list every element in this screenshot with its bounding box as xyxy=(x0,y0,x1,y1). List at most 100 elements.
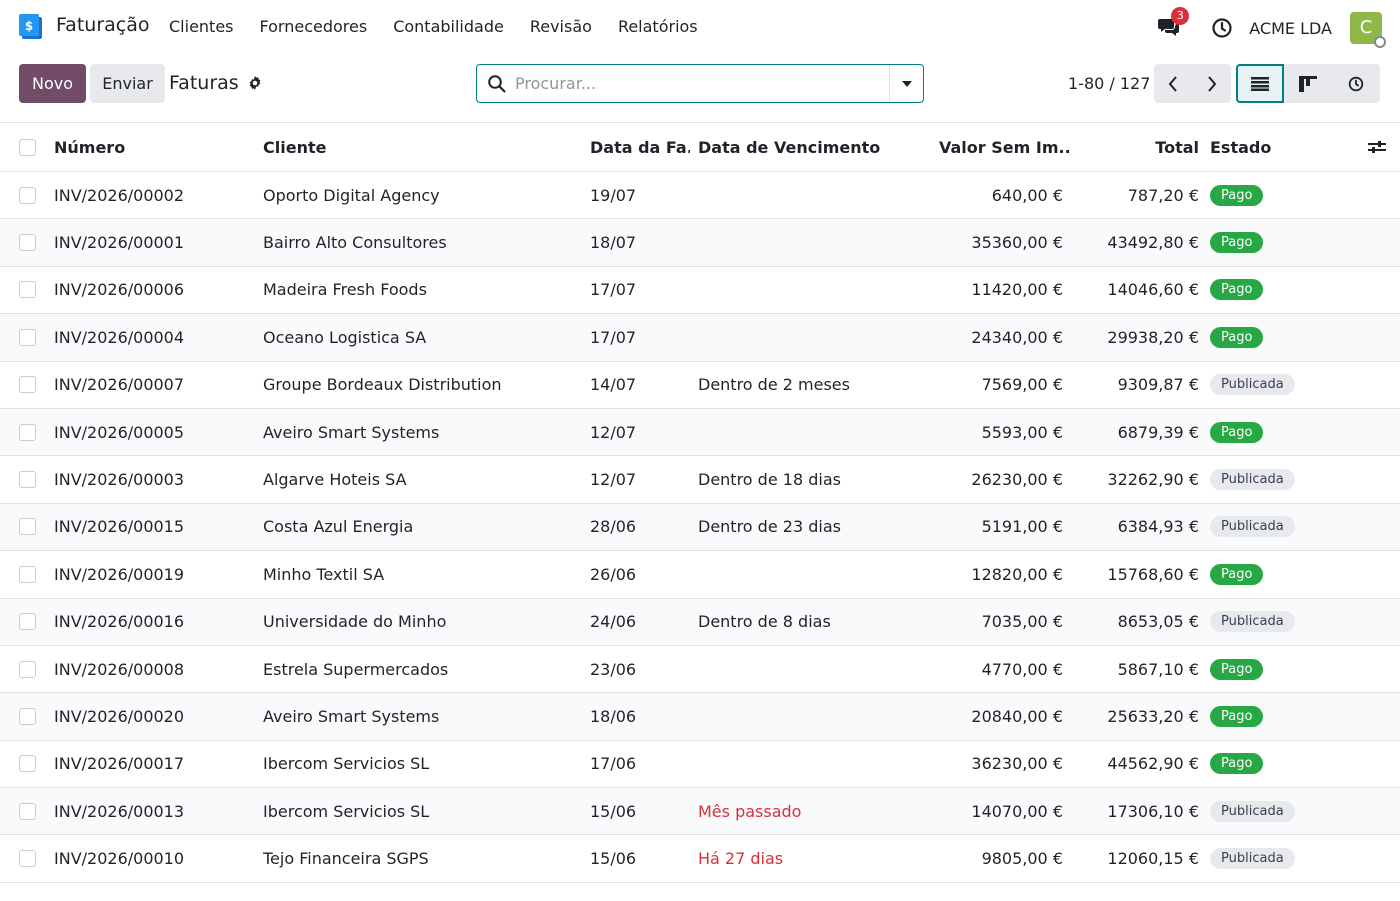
kanban-view-button[interactable] xyxy=(1284,64,1332,103)
invoice-number: INV/2026/00001 xyxy=(54,233,185,253)
list-view-icon xyxy=(1251,76,1269,91)
header-client[interactable]: Cliente xyxy=(263,137,327,157)
row-select-cell xyxy=(19,409,37,455)
invoice-number: INV/2026/00015 xyxy=(54,517,185,537)
menu-fornecedores[interactable]: Fornecedores xyxy=(259,17,368,36)
row-checkbox[interactable] xyxy=(19,423,36,441)
table-row[interactable]: INV/2026/00015 Costa Azul Energia 28/06 Den… xyxy=(0,503,1400,552)
row-checkbox[interactable] xyxy=(19,707,36,725)
header-invoice-date[interactable]: Data da Fa... xyxy=(590,137,690,157)
invoice-due-date xyxy=(698,551,928,597)
invoice-date: 24/06 xyxy=(590,612,637,632)
row-checkbox[interactable] xyxy=(19,328,36,346)
pager-next-button[interactable] xyxy=(1193,64,1232,103)
menu-clientes[interactable]: Clientes xyxy=(169,17,234,36)
invoice-date: 26/06 xyxy=(590,564,637,584)
invoice-state-cell: Publicada xyxy=(1210,599,1350,645)
menu-revisao[interactable]: Revisão xyxy=(529,17,592,36)
status-badge: Publicada xyxy=(1210,800,1295,822)
header-total[interactable]: Total xyxy=(1155,137,1199,157)
table-row[interactable]: INV/2026/00020 Aveiro Smart Systems 18/06 2… xyxy=(0,693,1400,741)
row-checkbox[interactable] xyxy=(19,376,36,394)
app-name[interactable]: Faturação xyxy=(56,14,150,36)
row-checkbox[interactable] xyxy=(19,186,36,204)
header-due-date[interactable]: Data de Vencimento xyxy=(698,137,881,157)
breadcrumb: Faturas xyxy=(169,72,263,94)
menu-relatorios[interactable]: Relatórios xyxy=(617,17,698,36)
invoice-total: 15768,60 € xyxy=(1107,564,1199,584)
row-select-cell xyxy=(19,835,37,881)
table-row[interactable]: INV/2026/00008 Estrela Supermercados 23/06… xyxy=(0,646,1400,694)
invoice-client: Aveiro Smart Systems xyxy=(263,706,440,726)
table-row[interactable]: INV/2026/00001 Bairro Alto Consultores 18/… xyxy=(0,219,1400,267)
pager-value[interactable]: 1-80 / 127 xyxy=(1068,74,1151,93)
table-row[interactable]: INV/2026/00004 Oceano Logistica SA 17/07 24… xyxy=(0,314,1400,362)
activity-clock-icon[interactable] xyxy=(1211,17,1233,39)
sliders-icon xyxy=(1368,141,1386,153)
invoice-number: INV/2026/00005 xyxy=(54,422,185,442)
invoice-untaxed-amount: 5593,00 € xyxy=(981,422,1063,442)
row-checkbox[interactable] xyxy=(19,613,36,631)
chat-button[interactable]: 3 xyxy=(1157,7,1190,41)
search-bar xyxy=(476,64,924,103)
avatar-letter: C xyxy=(1359,17,1373,38)
activity-clock-icon xyxy=(1348,76,1364,91)
navbar-systray: 3 ACME LDA C xyxy=(1157,7,1386,48)
invoice-number: INV/2026/00010 xyxy=(54,849,185,869)
table-row[interactable]: INV/2026/00005 Aveiro Smart Systems 12/07 5… xyxy=(0,408,1400,457)
chevron-right-icon xyxy=(1207,75,1217,92)
search-input[interactable] xyxy=(515,74,889,93)
table-row[interactable]: INV/2026/00017 Ibercom Servicios SL 17/06 3… xyxy=(0,741,1400,789)
table-row[interactable]: INV/2026/00003 Algarve Hoteis SA 12/07 Dent… xyxy=(0,456,1400,504)
table-row[interactable]: INV/2026/00006 Madeira Fresh Foods 17/07 11… xyxy=(0,267,1400,315)
invoice-date: 15/06 xyxy=(590,849,637,869)
invoice-date: 28/06 xyxy=(590,517,637,537)
row-checkbox[interactable] xyxy=(19,518,36,536)
status-badge: Pago xyxy=(1210,563,1264,585)
search-options-toggle[interactable] xyxy=(889,65,923,102)
row-checkbox[interactable] xyxy=(19,802,36,820)
header-untaxed-amount[interactable]: Valor Sem Im... xyxy=(939,137,1072,157)
invoice-due-date: Dentro de 18 dias xyxy=(698,470,841,490)
table-row[interactable]: INV/2026/00010 Tejo Financeira SGPS 15/06 H… xyxy=(0,835,1400,883)
row-select-cell xyxy=(19,362,37,408)
header-number[interactable]: Número xyxy=(54,137,126,157)
invoice-due-date: Dentro de 2 meses xyxy=(698,375,850,395)
row-checkbox[interactable] xyxy=(19,755,36,773)
table-row[interactable]: INV/2026/00019 Minho Textil SA 26/06 12820,… xyxy=(0,551,1400,599)
optional-columns-toggle[interactable] xyxy=(1368,123,1390,171)
status-badge: Pago xyxy=(1210,232,1264,254)
status-badge: Pago xyxy=(1210,753,1264,775)
row-checkbox[interactable] xyxy=(19,565,36,583)
row-checkbox[interactable] xyxy=(19,281,36,299)
row-checkbox[interactable] xyxy=(19,660,36,678)
presence-status-icon xyxy=(1374,36,1386,48)
menu-contabilidade[interactable]: Contabilidade xyxy=(393,17,504,36)
row-checkbox[interactable] xyxy=(19,850,36,868)
activity-view-button[interactable] xyxy=(1332,64,1380,103)
row-select-cell xyxy=(19,219,37,265)
table-row[interactable]: INV/2026/00007 Groupe Bordeaux Distributi… xyxy=(0,362,1400,409)
select-all-checkbox[interactable] xyxy=(19,138,36,156)
new-button[interactable]: Novo xyxy=(19,64,86,103)
gear-icon[interactable] xyxy=(247,75,263,91)
row-select-cell xyxy=(19,646,37,692)
header-state[interactable]: Estado xyxy=(1210,137,1272,157)
invoice-untaxed-amount: 7035,00 € xyxy=(981,612,1063,632)
pager-previous-button[interactable] xyxy=(1154,64,1193,103)
kanban-view-icon xyxy=(1299,75,1317,92)
status-badge: Pago xyxy=(1210,184,1264,206)
table-row[interactable]: INV/2026/00013 Ibercom Servicios SL 15/06 M… xyxy=(0,788,1400,836)
row-checkbox[interactable] xyxy=(19,234,36,252)
send-button[interactable]: Enviar xyxy=(90,64,165,103)
table-row[interactable]: INV/2026/00016 Universidade do Minho 24/06… xyxy=(0,598,1400,646)
invoice-state-cell: Publicada xyxy=(1210,788,1350,834)
row-checkbox[interactable] xyxy=(19,471,36,489)
invoicing-app-icon[interactable]: $ xyxy=(18,13,44,41)
company-switcher[interactable]: ACME LDA xyxy=(1249,18,1332,38)
invoice-total: 44562,90 € xyxy=(1107,754,1199,774)
list-view-button[interactable] xyxy=(1236,64,1284,103)
table-row[interactable]: INV/2026/00002 Oporto Digital Agency 19/07… xyxy=(0,172,1400,220)
user-avatar[interactable]: C xyxy=(1350,12,1386,48)
invoice-date: 17/07 xyxy=(590,280,637,300)
